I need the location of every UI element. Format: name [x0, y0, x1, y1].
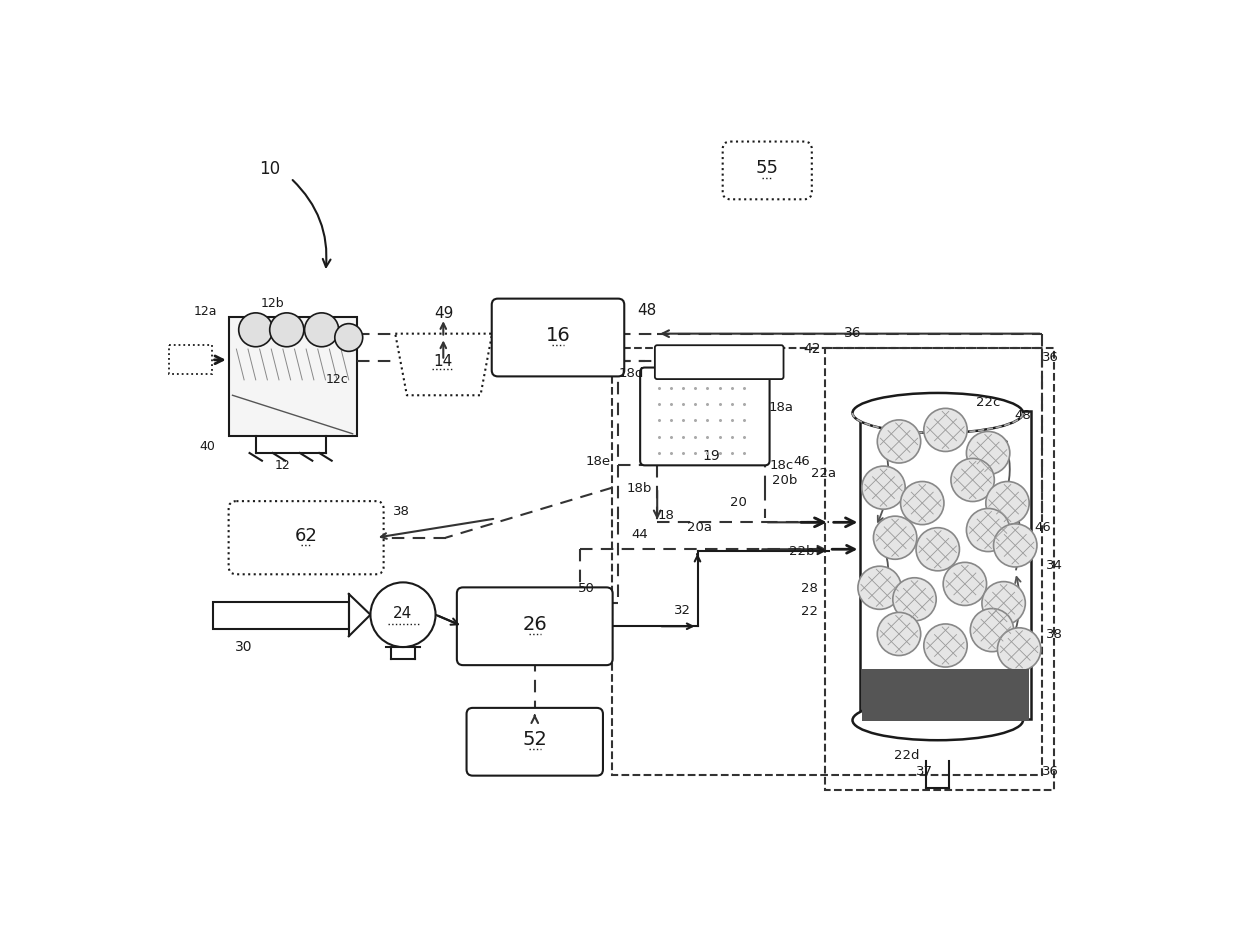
- FancyBboxPatch shape: [228, 317, 357, 437]
- Text: 19: 19: [703, 448, 720, 462]
- Circle shape: [878, 613, 920, 655]
- Circle shape: [900, 482, 944, 525]
- Text: 12a: 12a: [193, 305, 217, 318]
- Circle shape: [893, 578, 936, 621]
- Circle shape: [862, 466, 905, 510]
- Circle shape: [270, 313, 304, 348]
- FancyBboxPatch shape: [466, 708, 603, 776]
- Polygon shape: [396, 335, 492, 396]
- FancyBboxPatch shape: [862, 669, 1029, 721]
- Circle shape: [858, 566, 901, 610]
- FancyBboxPatch shape: [723, 143, 812, 200]
- Text: 38: 38: [393, 504, 410, 517]
- Text: 18d: 18d: [619, 366, 644, 379]
- FancyBboxPatch shape: [655, 346, 784, 380]
- Circle shape: [305, 313, 339, 348]
- Text: 18e: 18e: [585, 455, 611, 468]
- Text: 18: 18: [657, 509, 675, 522]
- Text: 44: 44: [631, 527, 647, 540]
- Text: 24: 24: [393, 605, 413, 620]
- Circle shape: [944, 563, 987, 606]
- FancyBboxPatch shape: [213, 602, 348, 629]
- Text: 49: 49: [434, 306, 454, 321]
- Circle shape: [238, 313, 273, 348]
- Text: 36: 36: [1042, 351, 1059, 364]
- FancyBboxPatch shape: [228, 502, 383, 575]
- FancyBboxPatch shape: [456, 588, 613, 666]
- Circle shape: [335, 324, 362, 352]
- Text: 34: 34: [1045, 559, 1063, 572]
- Text: 22: 22: [801, 604, 818, 617]
- Text: 10: 10: [259, 160, 280, 178]
- FancyBboxPatch shape: [861, 412, 1030, 718]
- Text: 22a: 22a: [811, 466, 837, 479]
- Text: 48: 48: [637, 302, 657, 317]
- Text: 22d: 22d: [894, 748, 920, 761]
- Text: 20: 20: [730, 496, 746, 509]
- Circle shape: [916, 528, 960, 571]
- FancyBboxPatch shape: [169, 346, 212, 375]
- Text: 16: 16: [546, 325, 570, 345]
- Text: 26: 26: [522, 614, 547, 633]
- Circle shape: [951, 459, 994, 502]
- Text: 18c: 18c: [769, 459, 794, 472]
- Text: 52: 52: [522, 730, 547, 748]
- Circle shape: [924, 624, 967, 667]
- FancyBboxPatch shape: [640, 368, 770, 466]
- Text: 32: 32: [673, 603, 691, 616]
- Text: 18b: 18b: [626, 482, 652, 495]
- Circle shape: [993, 525, 1037, 567]
- Ellipse shape: [853, 701, 1023, 741]
- Circle shape: [966, 432, 1009, 475]
- Circle shape: [997, 629, 1040, 671]
- Text: 30: 30: [236, 639, 253, 653]
- Circle shape: [878, 421, 920, 464]
- Circle shape: [970, 609, 1014, 652]
- FancyBboxPatch shape: [492, 299, 624, 377]
- Text: 55: 55: [755, 159, 779, 177]
- Text: 12b: 12b: [260, 297, 285, 310]
- Text: 40: 40: [200, 439, 216, 452]
- Text: 37: 37: [916, 764, 932, 777]
- Text: 12c: 12c: [326, 373, 348, 386]
- Text: 36, 37, 38: 36, 37, 38: [686, 357, 753, 370]
- Text: 42: 42: [804, 341, 821, 355]
- Text: 38: 38: [1045, 628, 1063, 641]
- Ellipse shape: [853, 394, 1023, 434]
- Text: 12: 12: [275, 459, 290, 472]
- Text: 36: 36: [1042, 764, 1059, 777]
- Text: 14: 14: [434, 354, 453, 369]
- Text: 20b: 20b: [771, 474, 797, 487]
- Circle shape: [873, 516, 916, 560]
- Circle shape: [371, 583, 435, 647]
- Text: 18a: 18a: [769, 400, 794, 413]
- Text: 62: 62: [295, 526, 317, 544]
- Circle shape: [966, 509, 1009, 552]
- Text: 36: 36: [843, 325, 862, 340]
- Text: 50: 50: [578, 581, 594, 594]
- Text: 28: 28: [801, 581, 818, 594]
- Text: 46: 46: [1034, 520, 1050, 533]
- Text: 48: 48: [1014, 409, 1032, 422]
- Text: 20a: 20a: [687, 520, 712, 533]
- Circle shape: [924, 409, 967, 452]
- Circle shape: [986, 482, 1029, 525]
- Text: 46: 46: [794, 455, 811, 468]
- Text: 22c: 22c: [976, 396, 1001, 409]
- Text: 22b: 22b: [790, 545, 815, 558]
- Circle shape: [982, 582, 1025, 625]
